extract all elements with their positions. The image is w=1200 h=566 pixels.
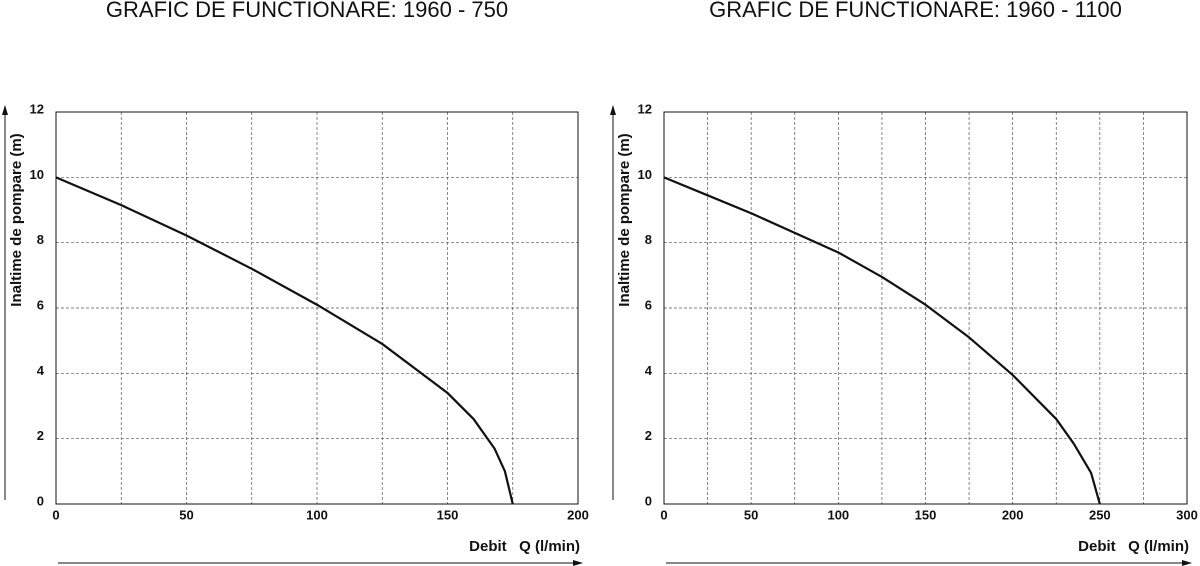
y-axis-label: Inaltime de pompare (m) (8, 133, 25, 306)
x-tick-label: 200 (567, 507, 589, 522)
y-tick-label: 8 (37, 232, 44, 247)
y-tick-label: 10 (30, 167, 44, 182)
y-tick-label: 10 (638, 167, 652, 182)
x-tick-label: 100 (827, 507, 849, 522)
x-tick-label: 50 (179, 507, 193, 522)
y-tick-label: 8 (645, 232, 652, 247)
y-tick-label: 2 (645, 428, 652, 443)
x-tick-label: 150 (915, 507, 937, 522)
plot-frame (663, 111, 1188, 505)
x-tick-label: 300 (1176, 507, 1198, 522)
y-tick-label: 6 (37, 297, 44, 312)
chart-title: GRAFIC DE FUNCTIONARE: 1960 - 1100 (709, 0, 1122, 22)
curve (55, 176, 514, 505)
x-tick-label: 0 (660, 507, 667, 522)
y-tick-label: 4 (37, 363, 45, 378)
curve (663, 176, 1101, 505)
x-axis-label: Debit Q (l/min) (1078, 538, 1189, 555)
x-tick-label: 0 (52, 507, 59, 522)
plot-frame (55, 111, 579, 505)
y-tick-label: 12 (638, 101, 652, 116)
y-tick-label: 0 (37, 493, 44, 508)
y-tick-label: 0 (645, 493, 652, 508)
x-tick-label: 200 (1002, 507, 1024, 522)
x-tick-label: 50 (744, 507, 758, 522)
y-axis-label: Inaltime de pompare (m) (616, 133, 633, 306)
y-tick-label: 12 (30, 101, 44, 116)
y-tick-label: 4 (645, 363, 653, 378)
y-tick-label: 2 (37, 428, 44, 443)
x-axis-label: Debit Q (l/min) (469, 538, 580, 555)
x-tick-label: 100 (306, 507, 328, 522)
x-tick-label: 250 (1089, 507, 1111, 522)
x-tick-label: 150 (437, 507, 459, 522)
y-tick-label: 6 (645, 297, 652, 312)
chart-title: GRAFIC DE FUNCTIONARE: 1960 - 750 (106, 0, 508, 22)
